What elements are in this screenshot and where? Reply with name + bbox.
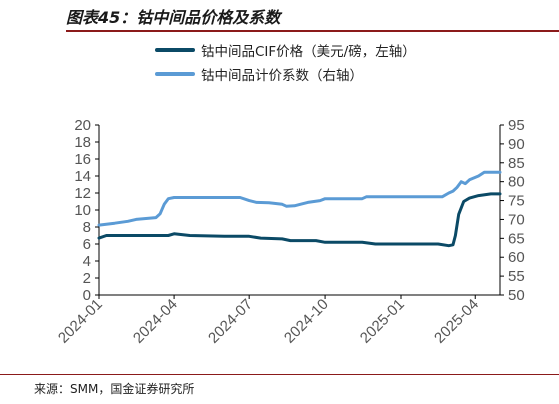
source-note: 来源：SMM，国金证券研究所 <box>34 382 195 396</box>
right-tick-label: 85 <box>508 155 525 172</box>
chart-title: 图表45：钴中间品价格及系数 <box>66 8 281 27</box>
legend-swatch-price <box>155 48 195 52</box>
legend: 钴中间品CIF价格（美元/磅，左轴） 钴中间品计价系数（右轴） <box>155 38 416 86</box>
left-tick-label: 14 <box>74 168 91 185</box>
right-tick-label: 60 <box>508 249 525 266</box>
right-tick-label: 70 <box>508 211 525 228</box>
right-tick-label: 55 <box>508 268 525 285</box>
footer-rule <box>0 374 559 375</box>
x-tick-label: 2025-01 <box>357 296 408 347</box>
series-line-coefficient <box>97 170 502 227</box>
title-rule <box>66 30 559 32</box>
legend-item-coefficient: 钴中间品计价系数（右轴） <box>155 62 416 86</box>
left-tick-label: 12 <box>74 185 91 202</box>
right-tick-label: 95 <box>508 117 525 134</box>
left-tick-label: 2 <box>83 270 91 287</box>
left-tick-label: 20 <box>74 117 91 134</box>
legend-label-coefficient: 钴中间品计价系数（右轴） <box>201 68 363 84</box>
chart-series <box>97 170 502 248</box>
series-line-price <box>97 192 502 248</box>
left-tick-label: 6 <box>83 236 91 253</box>
right-tick-label: 65 <box>508 230 525 247</box>
left-tick-label: 18 <box>74 134 91 151</box>
right-tick-label: 90 <box>508 136 525 153</box>
left-tick-label: 4 <box>83 253 91 270</box>
left-tick-label: 0 <box>83 287 91 304</box>
left-tick-label: 16 <box>74 151 91 168</box>
legend-swatch-coefficient <box>155 72 195 76</box>
left-tick-label: 10 <box>74 202 91 219</box>
x-tick-label: 2024-10 <box>281 296 332 347</box>
right-tick-label: 80 <box>508 174 525 191</box>
x-tick-label: 2025-04 <box>431 296 482 347</box>
legend-label-price: 钴中间品CIF价格（美元/磅，左轴） <box>201 44 416 60</box>
x-tick-label: 2024-01 <box>55 296 106 347</box>
right-tick-label: 75 <box>508 193 525 210</box>
right-tick-label: 50 <box>508 287 525 304</box>
x-tick-label: 2024-07 <box>205 296 256 347</box>
x-tick-label: 2024-04 <box>130 296 181 347</box>
left-tick-label: 8 <box>83 219 91 236</box>
legend-item-price: 钴中间品CIF价格（美元/磅，左轴） <box>155 38 416 62</box>
chart-axes <box>95 124 504 299</box>
